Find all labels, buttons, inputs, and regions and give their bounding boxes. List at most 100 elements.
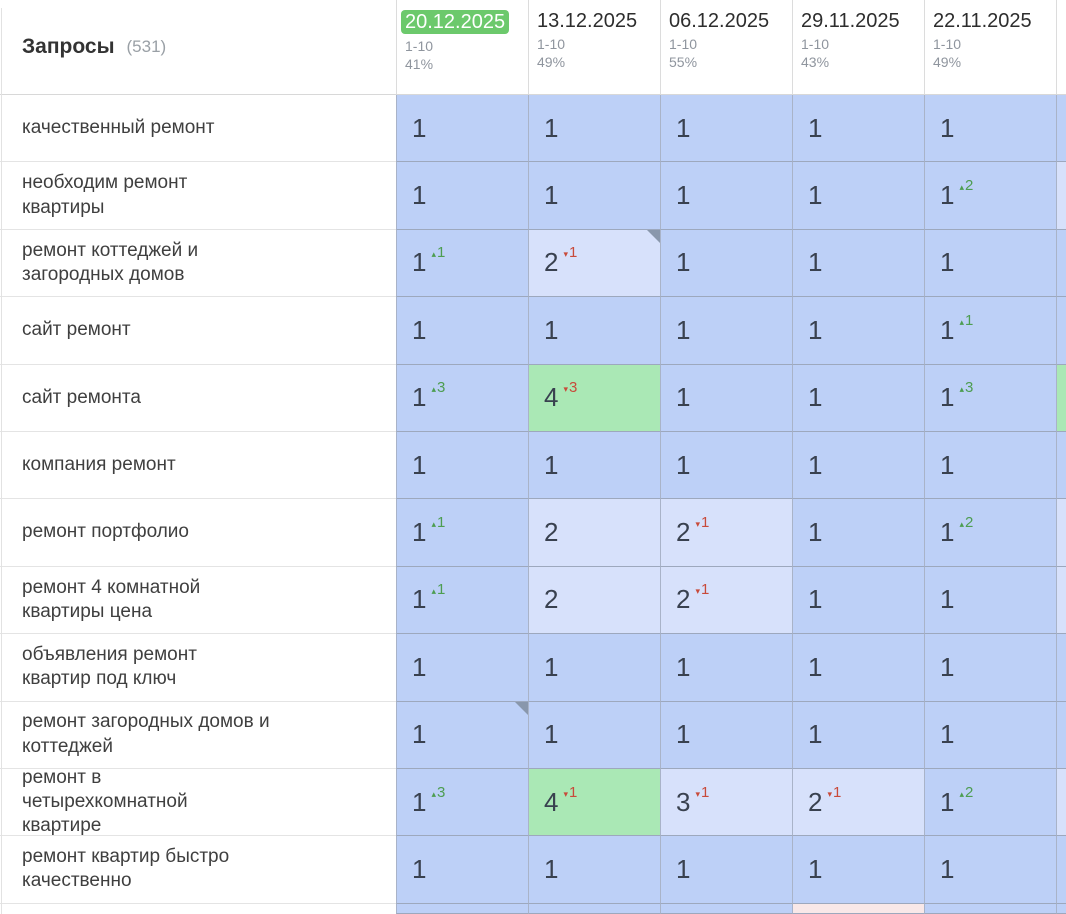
rank-cell[interactable]: 1 — [660, 229, 792, 298]
rank-cell[interactable]: 1 — [792, 499, 924, 567]
rank-cell[interactable]: 1 ▴ 3 — [396, 364, 528, 432]
rank-cell[interactable]: 1 — [396, 431, 528, 500]
rank-cell[interactable]: 4 ▾ 3 — [528, 364, 660, 432]
rank-cell[interactable]: 2 ▾ 1 — [528, 229, 660, 298]
rank-cell[interactable]: 1 — [924, 701, 1056, 769]
rank-cell[interactable]: 1 — [396, 836, 528, 904]
rank-cell[interactable] — [792, 903, 924, 914]
rank-cell[interactable]: 1 — [660, 364, 792, 432]
rank-cell[interactable]: 1 — [396, 701, 528, 769]
date-column-header-29.11.2025[interactable]: 29.11.2025 1-10 43% — [792, 0, 924, 95]
rank-cell[interactable]: 1 — [792, 701, 924, 769]
rank-cell[interactable]: 1 — [792, 364, 924, 432]
rank-cell[interactable]: 1 ▴ 2 — [924, 768, 1056, 837]
rank-cell[interactable]: 1 ▴ 1 — [396, 566, 528, 635]
rank-cell[interactable]: 1 — [924, 836, 1056, 904]
rank-cell[interactable]: 2 — [528, 499, 660, 567]
rank-cell[interactable]: 1 — [660, 634, 792, 702]
rank-cell[interactable]: 2 ▾ 1 — [660, 566, 792, 635]
rank-cell[interactable]: 1 — [660, 431, 792, 500]
rank-cell[interactable]: 2 ▾ 1 — [660, 499, 792, 567]
rank-cell[interactable]: 1 — [792, 566, 924, 635]
date-column-header-20.12.2025[interactable]: 20.12.2025 1-10 41% — [396, 0, 528, 95]
rank-cell[interactable] — [396, 903, 528, 914]
rank-cell[interactable]: 1 — [660, 701, 792, 769]
table-row: необходим ремонт квартиры 1 1 1 1 1 ▴ 2 — [0, 162, 1066, 230]
rank-cell[interactable]: 1 — [528, 95, 660, 163]
rank-cell[interactable]: 1 — [528, 634, 660, 702]
rank-cell[interactable] — [924, 903, 1056, 914]
rank-cell[interactable]: 4 ▾ 1 — [528, 768, 660, 837]
rank-cell[interactable]: 1 ▴ 1 — [396, 229, 528, 298]
keyword-cell[interactable]: качественный ремонт — [0, 95, 396, 163]
keyword-cell[interactable]: необходим ремонт квартиры — [0, 162, 396, 230]
rank-cell[interactable]: 1 — [792, 836, 924, 904]
keyword-cell[interactable] — [0, 904, 396, 914]
rank-cell[interactable]: 1 — [396, 162, 528, 230]
rank-cell[interactable]: 1 — [924, 634, 1056, 702]
rank-cell[interactable]: 1 — [528, 701, 660, 769]
rank-cell[interactable]: 1 — [792, 162, 924, 230]
rank-cell[interactable]: 1 — [396, 634, 528, 702]
rank-cell[interactable]: 1 — [660, 297, 792, 365]
rank-cell[interactable]: 1 ▴ 2 — [924, 162, 1056, 230]
date-column-header-13.12.2025[interactable]: 13.12.2025 1-10 49% — [528, 0, 660, 95]
rank-value: 1 — [808, 382, 823, 413]
rank-cell[interactable]: 1 — [528, 162, 660, 230]
rank-cell[interactable]: 2 ▾ 1 — [792, 768, 924, 837]
rank-value: 1 — [412, 651, 427, 682]
rank-cell[interactable]: 1 — [792, 95, 924, 163]
rank-cell[interactable]: 1 ▴ 2 — [924, 499, 1056, 567]
rank-cell[interactable]: 1 — [792, 297, 924, 365]
rank-value: 1 — [412, 584, 427, 615]
keyword-cell[interactable]: ремонт 4 комнатной квартиры цена — [0, 567, 396, 635]
rank-cell[interactable]: 1 — [792, 431, 924, 500]
rank-cell[interactable]: 1 — [528, 297, 660, 365]
date-label[interactable]: 06.12.2025 — [669, 10, 770, 32]
rank-cell[interactable]: 1 — [528, 431, 660, 500]
keyword-cell[interactable]: ремонт портфолио — [0, 499, 396, 567]
percent-label: 49% — [537, 54, 566, 71]
rank-value: 1 — [940, 584, 955, 615]
rank-cell[interactable] — [660, 903, 792, 914]
rank-cell[interactable]: 1 — [660, 162, 792, 230]
rank-cell[interactable]: 1 ▴ 1 — [924, 297, 1056, 365]
rank-cell[interactable] — [528, 903, 660, 914]
keyword-cell[interactable]: ремонт загородных домов и коттеджей — [0, 702, 396, 769]
rank-cell[interactable]: 1 — [924, 566, 1056, 635]
keyword-cell[interactable]: объявления ремонт квартир под ключ — [0, 634, 396, 702]
rank-cell[interactable]: 1 — [528, 836, 660, 904]
date-label[interactable]: 29.11.2025 — [801, 10, 900, 32]
rank-cell[interactable]: 3 ▾ 1 — [660, 768, 792, 837]
rank-cell[interactable]: 1 — [792, 634, 924, 702]
keyword-cell[interactable]: сайт ремонт — [0, 297, 396, 365]
date-column-header-22.11.2025[interactable]: 22.11.2025 1-10 49% — [924, 0, 1056, 95]
keyword-cell[interactable]: компания ремонт — [0, 432, 396, 500]
selected-date-badge[interactable]: 20.12.2025 — [401, 10, 510, 34]
table-row: ремонт 4 комнатной квартиры цена 1 ▴ 1 2 2 ▾ 1 1… — [0, 566, 1066, 635]
rank-value: 1 — [676, 449, 691, 480]
keyword-cell[interactable]: ремонт коттеджей и загородных домов — [0, 230, 396, 298]
keyword-cell[interactable]: ремонт квартир быстро качественно — [0, 836, 396, 904]
rank-cell[interactable]: 1 — [660, 836, 792, 904]
rank-cell[interactable]: 1 — [924, 431, 1056, 500]
rank-cell[interactable]: 1 — [396, 297, 528, 365]
rank-cell[interactable]: 2 — [528, 566, 660, 635]
keyword-cell[interactable]: сайт ремонта — [0, 365, 396, 432]
table-row: сайт ремонта 1 ▴ 3 4 ▾ 3 1 1 1 ▴ 3 — [0, 364, 1066, 432]
rank-cell[interactable]: 1 — [660, 95, 792, 163]
rank-cell[interactable]: 1 — [792, 229, 924, 298]
rank-cell[interactable]: 1 — [924, 95, 1056, 163]
rank-cell[interactable]: 1 ▴ 3 — [396, 768, 528, 837]
rank-value: 1 — [940, 719, 955, 750]
rank-cell[interactable]: 1 — [924, 229, 1056, 298]
rank-cell[interactable]: 1 ▴ 1 — [396, 499, 528, 567]
rank-cell[interactable]: 1 — [396, 95, 528, 163]
partial-table-row — [0, 903, 1066, 914]
date-label[interactable]: 22.11.2025 — [933, 10, 1032, 32]
next-column-sliver-cell — [1056, 297, 1066, 365]
date-label[interactable]: 13.12.2025 — [537, 10, 638, 32]
date-column-header-06.12.2025[interactable]: 06.12.2025 1-10 55% — [660, 0, 792, 95]
keyword-cell[interactable]: ремонт в четырехкомнатной квартире — [0, 767, 396, 837]
rank-cell[interactable]: 1 ▴ 3 — [924, 364, 1056, 432]
